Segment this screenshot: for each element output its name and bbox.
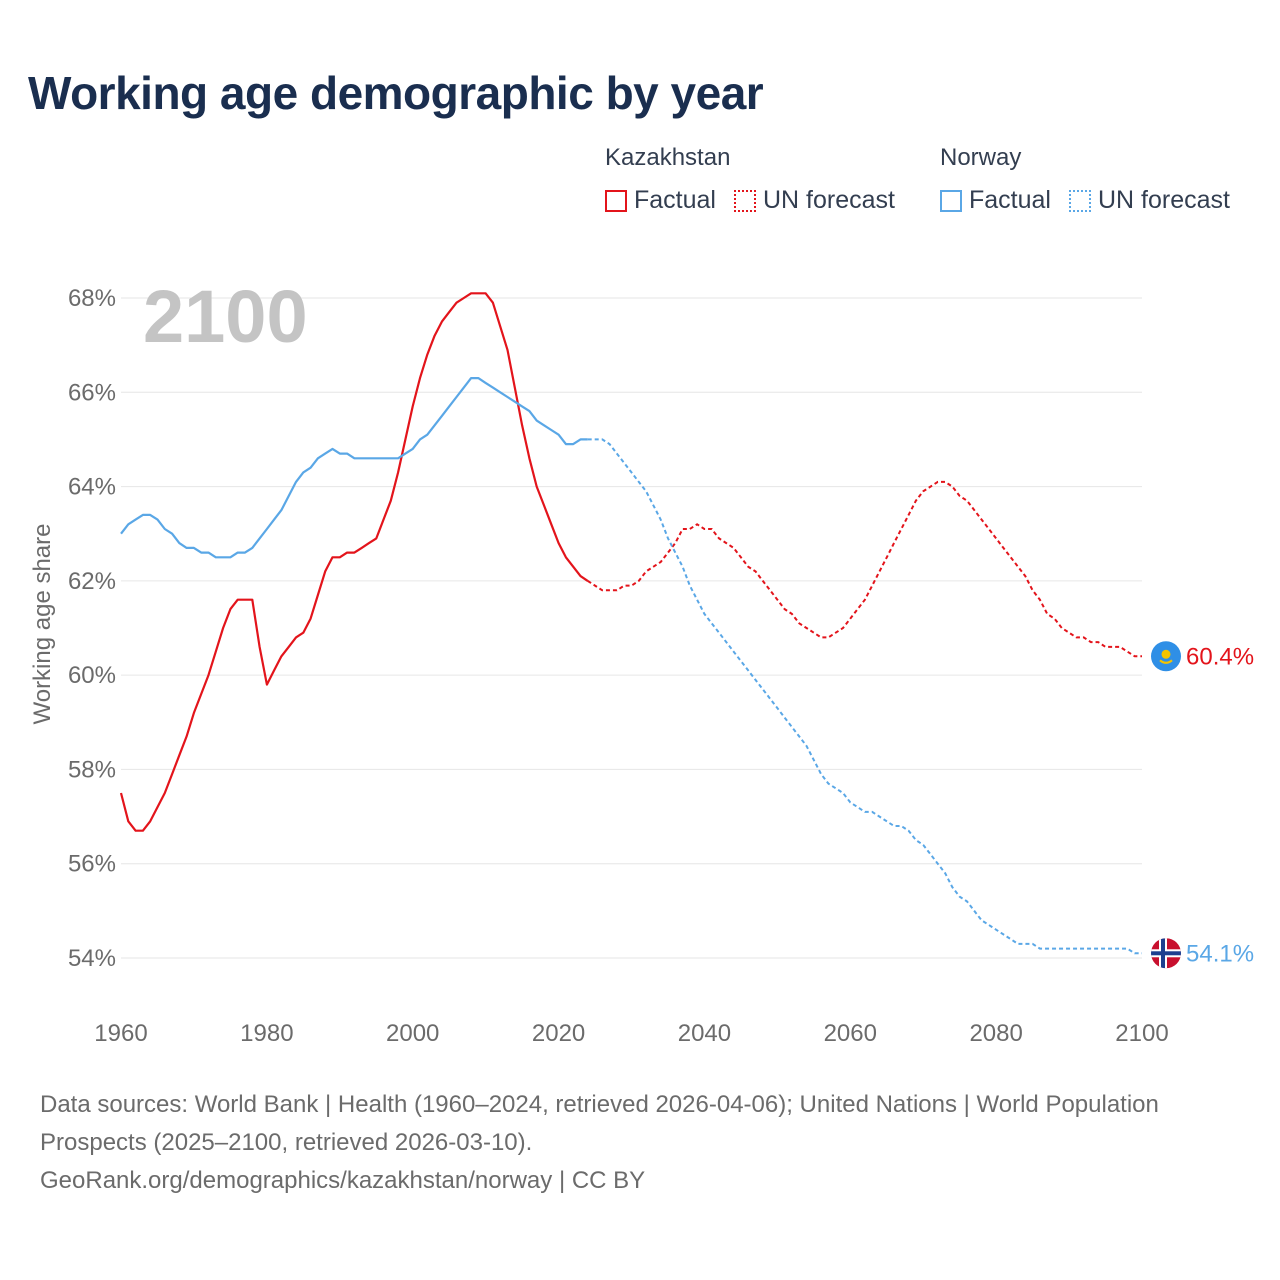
end-markers: 60.4% 54.1% [1151,641,1254,969]
legend-label: UN forecast [1097,186,1230,214]
series-line-norway-forecast [587,438,1142,955]
legend-swatch-dotted-blue [1068,189,1091,212]
x-tick-label: 2020 [532,1020,585,1047]
end-value-label-kazakhstan: 60.4% [1186,643,1254,670]
chart-title: Working age demographic by year [28,67,764,119]
legend-country-norway: Norway [940,144,1022,171]
y-tick-label: 54% [68,945,116,972]
legend-kazakhstan: Kazakhstan Factual UN forecast [605,144,913,215]
x-axis-ticks: 1960 1980 2000 2020 2040 2060 2080 2100 [94,1020,1168,1047]
legend-swatch-dotted-red [733,189,756,212]
y-axis-ticks: 54% 56% 58% 60% 62% 64% 66% 68% [68,285,116,972]
x-tick-label: 2100 [1115,1020,1168,1047]
x-tick-label: 1980 [240,1020,293,1047]
legend-swatch-solid-red [605,189,627,212]
series-lines [119,292,1142,955]
kazakhstan-flag-icon [1151,641,1181,672]
legend-swatch-solid-blue [940,189,962,212]
x-tick-label: 2000 [386,1020,439,1047]
y-axis-label: Working age share [29,524,56,725]
data-source-note: Data sources: World Bank | Health (1960–… [40,1086,1200,1200]
x-tick-label: 2080 [969,1020,1022,1047]
year-watermark: 2100 [143,275,308,358]
legend-norway: Norway Factual UN forecast [940,144,1248,215]
legend-label: Factual [634,186,716,214]
series-line-kazakhstan-forecast [587,480,1142,658]
y-tick-label: 68% [68,285,116,312]
end-value-label-norway: 54.1% [1186,940,1254,967]
y-tick-label: 62% [68,568,116,595]
grid-lines [121,297,1142,959]
x-tick-label: 2060 [824,1020,877,1047]
series-line-kazakhstan-factual [119,292,589,832]
legend-label: UN forecast [762,186,895,214]
x-tick-label: 2040 [678,1020,731,1047]
norway-flag-icon [1151,938,1181,969]
y-tick-label: 58% [68,756,116,783]
series-line-norway-factual [120,377,588,559]
y-tick-label: 64% [68,474,116,501]
legend-label: Factual [969,186,1051,214]
y-tick-label: 66% [68,379,116,406]
legend-norway-forecast[interactable]: UN forecast [1068,186,1230,215]
source-link[interactable]: GeoRank.org/demographics/kazakhstan/norw… [40,1167,646,1194]
legend-country-kazakhstan: Kazakhstan [605,144,731,171]
legend-kazakhstan-forecast[interactable]: UN forecast [733,186,895,215]
legend-kazakhstan-factual[interactable]: Factual [605,186,716,215]
y-tick-label: 60% [68,662,116,689]
y-tick-label: 56% [68,851,116,878]
legend-norway-factual[interactable]: Factual [940,186,1051,215]
x-tick-label: 1960 [94,1020,147,1047]
source-text: Data sources: World Bank | Health (1960–… [40,1091,1159,1156]
